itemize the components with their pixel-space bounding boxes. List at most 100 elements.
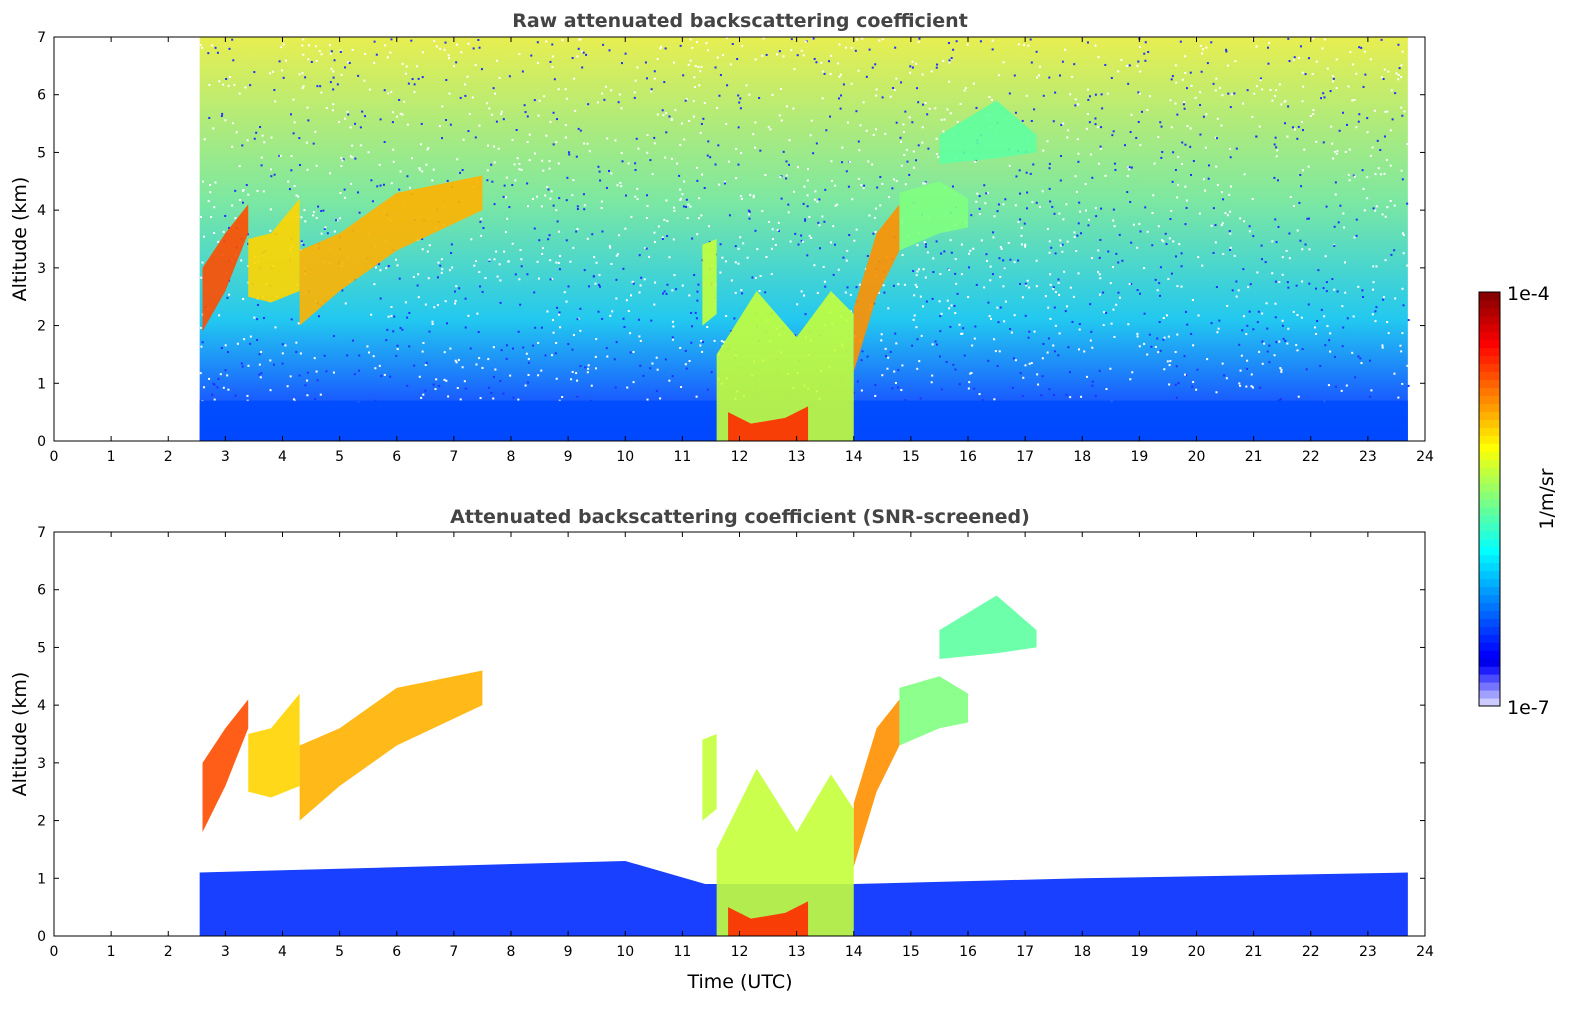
noise-pixel xyxy=(1299,45,1302,48)
noise-pixel xyxy=(1222,253,1225,256)
noise-pixel xyxy=(330,67,333,70)
noise-pixel xyxy=(1175,396,1178,399)
noise-pixel xyxy=(1278,280,1281,283)
noise-pixel xyxy=(444,300,447,303)
noise-pixel xyxy=(443,48,446,51)
cloud-e-core xyxy=(728,406,809,441)
noise-pixel xyxy=(1202,178,1205,181)
noise-pixel xyxy=(431,179,434,182)
noise-pixel xyxy=(954,258,957,261)
noise-pixel xyxy=(1025,94,1028,97)
noise-pixel xyxy=(1333,150,1336,153)
noise-pixel xyxy=(1085,127,1088,130)
noise-pixel xyxy=(1212,251,1215,254)
noise-pixel xyxy=(512,396,515,399)
noise-pixel xyxy=(1157,351,1160,354)
noise-pixel xyxy=(673,209,676,212)
noise-pixel xyxy=(978,207,981,210)
x-tick-label: 6 xyxy=(392,449,401,465)
noise-pixel xyxy=(1048,167,1051,170)
cloud-h xyxy=(939,100,1037,164)
noise-pixel xyxy=(1077,152,1080,155)
noise-pixel xyxy=(406,123,409,126)
noise-pixel xyxy=(1338,129,1341,132)
noise-pixel xyxy=(630,215,633,218)
noise-pixel xyxy=(492,375,495,378)
noise-pixel xyxy=(1353,175,1356,178)
noise-pixel xyxy=(1333,288,1336,291)
noise-pixel xyxy=(479,285,482,288)
noise-pixel xyxy=(1137,91,1140,94)
noise-pixel xyxy=(1172,151,1175,154)
noise-pixel xyxy=(1301,348,1304,351)
noise-pixel xyxy=(371,200,374,203)
noise-pixel xyxy=(1138,345,1141,348)
cloud-b xyxy=(248,198,300,303)
x-tick-label: 12 xyxy=(731,449,749,465)
noise-pixel xyxy=(695,41,698,44)
noise-pixel xyxy=(1053,350,1056,353)
noise-pixel xyxy=(1344,291,1347,294)
noise-pixel xyxy=(963,89,966,92)
noise-pixel xyxy=(614,386,617,389)
noise-pixel xyxy=(1228,193,1231,196)
noise-pixel xyxy=(375,266,378,269)
noise-pixel xyxy=(924,181,927,184)
noise-pixel xyxy=(1268,41,1271,44)
noise-pixel xyxy=(666,283,669,286)
noise-pixel xyxy=(761,210,764,213)
noise-pixel xyxy=(752,194,755,197)
noise-pixel xyxy=(1282,337,1285,340)
noise-pixel xyxy=(214,46,217,49)
cloud-d xyxy=(702,239,717,326)
noise-pixel xyxy=(505,176,508,179)
noise-pixel xyxy=(464,326,467,329)
noise-pixel xyxy=(1002,203,1005,206)
noise-pixel xyxy=(692,115,695,118)
noise-pixel xyxy=(387,92,390,95)
noise-pixel xyxy=(463,380,466,383)
noise-pixel xyxy=(629,332,632,335)
noise-pixel xyxy=(1386,206,1389,209)
noise-pixel xyxy=(257,303,260,306)
noise-pixel xyxy=(758,290,761,293)
noise-pixel xyxy=(460,51,463,54)
colorbar-segment xyxy=(1479,530,1500,540)
noise-pixel xyxy=(970,371,973,374)
noise-pixel xyxy=(867,160,870,163)
noise-pixel xyxy=(777,221,780,224)
noise-pixel xyxy=(1026,279,1029,282)
noise-pixel xyxy=(1324,255,1327,258)
noise-pixel xyxy=(1084,209,1087,212)
noise-pixel xyxy=(727,160,730,163)
noise-pixel xyxy=(796,166,799,169)
noise-pixel xyxy=(1126,191,1129,194)
noise-pixel xyxy=(433,39,436,42)
noise-pixel xyxy=(1406,264,1409,267)
noise-pixel xyxy=(1226,304,1229,307)
noise-pixel xyxy=(478,124,481,127)
noise-pixel xyxy=(1308,282,1311,285)
noise-pixel xyxy=(1325,205,1328,208)
noise-pixel xyxy=(540,369,543,372)
noise-pixel xyxy=(406,175,409,178)
noise-pixel xyxy=(281,343,284,346)
noise-pixel xyxy=(1220,191,1223,194)
noise-pixel xyxy=(926,251,929,254)
noise-pixel xyxy=(797,243,800,246)
noise-pixel xyxy=(226,374,229,377)
noise-pixel xyxy=(945,360,948,363)
noise-pixel xyxy=(1197,256,1200,259)
x-tick-label: 18 xyxy=(1073,449,1091,465)
noise-pixel xyxy=(998,350,1001,353)
noise-pixel xyxy=(1112,308,1115,311)
noise-pixel xyxy=(688,360,691,363)
noise-pixel xyxy=(455,61,458,64)
noise-pixel xyxy=(661,109,664,112)
noise-pixel xyxy=(398,277,401,280)
noise-pixel xyxy=(558,255,561,258)
noise-pixel xyxy=(724,180,727,183)
noise-pixel xyxy=(1180,162,1183,165)
noise-pixel xyxy=(800,290,803,293)
noise-pixel xyxy=(587,364,590,367)
